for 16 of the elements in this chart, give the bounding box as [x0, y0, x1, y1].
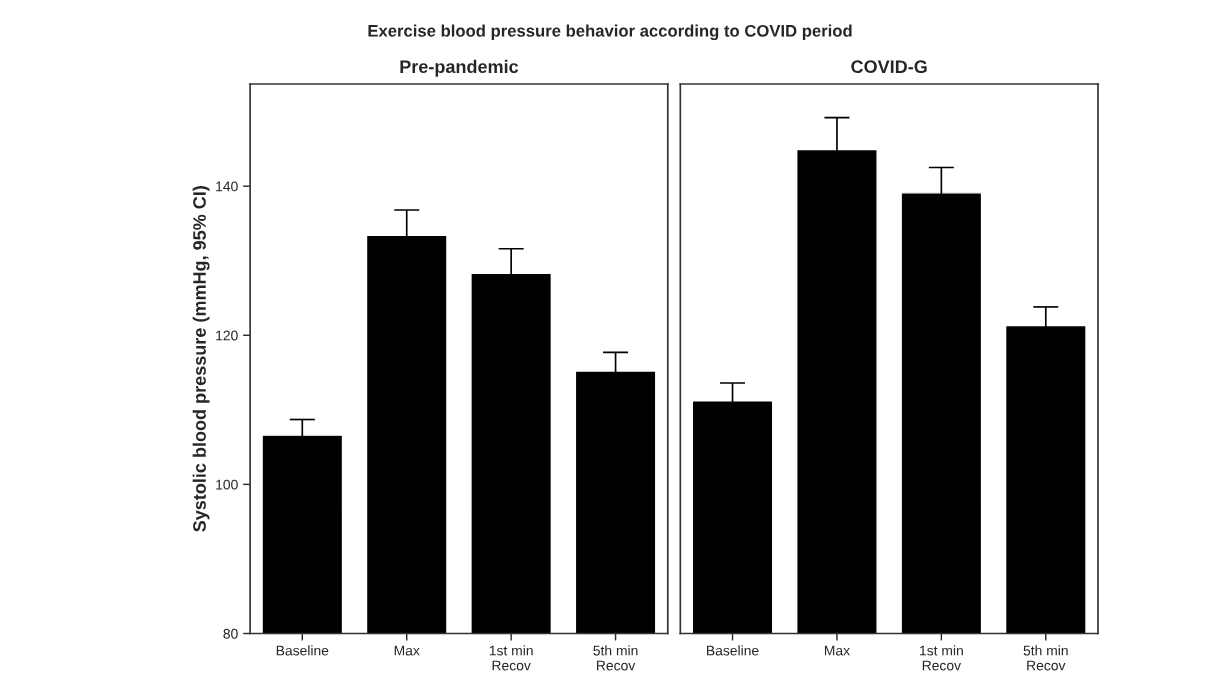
x-tick-label: 5th min Recov	[593, 645, 638, 671]
x-tick-label: Max	[394, 645, 420, 656]
x-tick-label: Max	[824, 645, 850, 656]
chart-subtitle: Pre-pandemic	[400, 59, 519, 77]
y-tick-label: 140	[216, 181, 238, 192]
chart-title: Exercise blood pressure behavior according to COVID period	[368, 24, 852, 41]
y-tick-label: 80	[223, 628, 238, 639]
x-tick-label: 5th min Recov	[1023, 645, 1068, 671]
x-tick-label: 1st min Recov	[920, 645, 963, 671]
y-tick-label: 100	[216, 479, 238, 490]
chart-subtitle: COVID-G	[851, 60, 927, 74]
x-tick-label: Baseline	[276, 645, 329, 656]
x-tick-label: 1st min Recov	[489, 645, 533, 671]
x-tick-label: Baseline	[707, 645, 759, 656]
y-tick-label: 120	[216, 330, 238, 341]
y-axis-title: Systolic blood pressure (mmHg, 95% CI)	[192, 186, 210, 532]
